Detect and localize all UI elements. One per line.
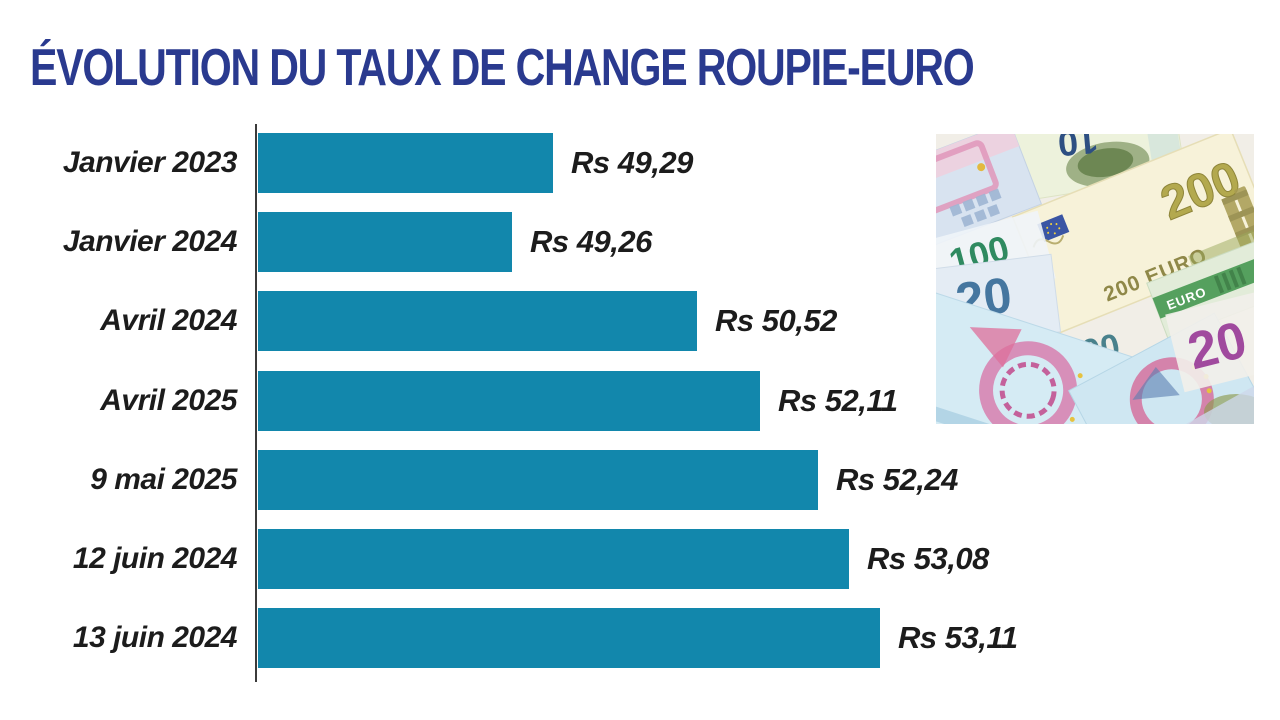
bar	[258, 528, 849, 589]
bar	[258, 370, 760, 431]
chart-row: 12 juin 2024 Rs 53,08	[0, 528, 1018, 589]
chart-title: ÉVOLUTION DU TAUX DE CHANGE ROUPIE-EURO	[30, 39, 975, 97]
category-label: Avril 2024	[100, 304, 237, 338]
banknote-corner-edge	[1186, 386, 1254, 424]
category-label: Avril 2025	[100, 383, 237, 417]
category-label: 12 juin 2024	[72, 541, 238, 575]
bar-chart: Janvier 2023 Rs 49,29 Janvier 2024 Rs 49,26…	[0, 133, 1018, 669]
chart-row: 13 juin 2024 Rs 53,11	[0, 608, 1018, 669]
y-axis-line	[255, 124, 257, 682]
chart-row: Janvier 2023 Rs 49,29	[0, 133, 1018, 193]
category-label: Janvier 2023	[62, 146, 238, 179]
category-label: 13 juin 2024	[72, 621, 238, 655]
bar	[258, 449, 818, 510]
value-label: Rs 52,24	[836, 461, 958, 497]
banknote-10-text: 10	[1056, 134, 1099, 164]
bar	[258, 133, 553, 193]
category-label: 9 mai 2025	[90, 462, 237, 496]
category-label: Janvier 2024	[62, 225, 238, 259]
bar	[258, 291, 697, 352]
banknote-20-magenta: 20	[1165, 288, 1254, 393]
value-label: Rs 49,29	[571, 145, 693, 180]
svg-text:20: 20	[1182, 311, 1252, 381]
value-label: Rs 53,11	[898, 620, 1018, 656]
banknote-200: 200 200 EURO EURO	[1011, 134, 1254, 334]
svg-text:10: 10	[1056, 134, 1099, 164]
chart-row: 9 mai 2025 Rs 52,24	[0, 449, 1018, 510]
bar	[258, 608, 880, 669]
value-label: Rs 50,52	[715, 303, 837, 339]
value-label: Rs 53,08	[867, 540, 989, 576]
euro-banknotes-photo: 10 200	[936, 134, 1254, 424]
chart-row: Avril 2025 Rs 52,11	[0, 370, 1018, 431]
chart-row: Janvier 2024 Rs 49,26	[0, 212, 1018, 273]
bar	[258, 212, 512, 273]
banknote-20-blue-pink	[936, 134, 1043, 257]
value-label: Rs 49,26	[530, 224, 652, 260]
chart-row: Avril 2024 Rs 50,52	[0, 291, 1018, 352]
value-label: Rs 52,11	[778, 382, 898, 418]
